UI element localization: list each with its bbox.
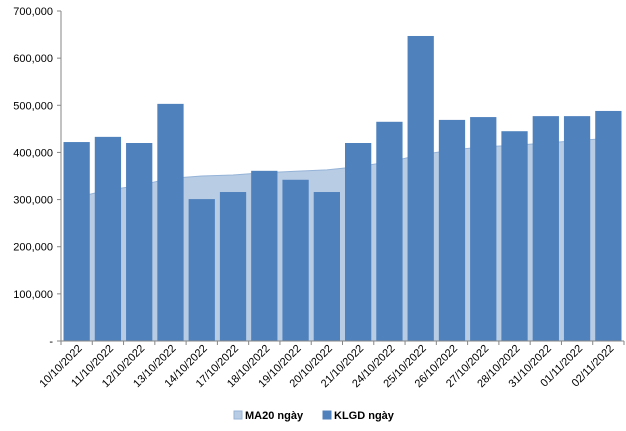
bar <box>313 192 340 341</box>
legend-swatch <box>322 410 332 420</box>
bar <box>376 121 403 342</box>
legend-label: MA20 ngày <box>245 410 304 422</box>
bar <box>157 103 184 341</box>
bar <box>94 136 122 341</box>
y-tick-label: 600,000 <box>13 53 53 65</box>
y-tick-label: 700,000 <box>13 6 53 18</box>
legend-swatch <box>233 410 243 420</box>
bar <box>251 170 278 341</box>
y-tick-label: - <box>49 336 53 348</box>
bar <box>126 143 153 341</box>
bar <box>282 179 309 341</box>
legend-label: KLGD ngày <box>334 410 395 422</box>
bar <box>345 143 372 341</box>
y-tick-label: 200,000 <box>13 242 53 254</box>
ma-area <box>76 137 609 342</box>
y-tick-label: 500,000 <box>13 100 53 112</box>
y-tick-label: 300,000 <box>13 195 53 207</box>
y-tick-label: 100,000 <box>13 289 53 301</box>
y-tick-label: 400,000 <box>13 147 53 159</box>
bar <box>470 117 497 341</box>
bar <box>188 199 215 341</box>
bar <box>563 116 591 341</box>
bar <box>407 35 434 341</box>
bar <box>501 131 528 341</box>
bar <box>219 192 247 341</box>
bar <box>63 142 90 341</box>
bar <box>438 119 466 342</box>
bar <box>595 110 622 341</box>
bar <box>532 116 559 341</box>
